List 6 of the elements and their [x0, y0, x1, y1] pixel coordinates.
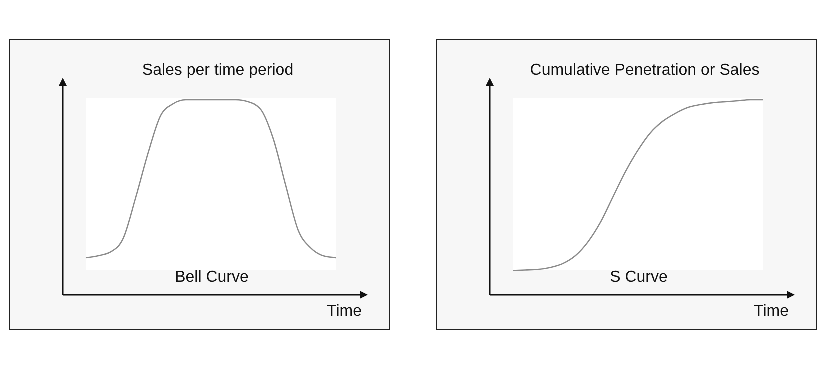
chart-title: Sales per time period [142, 62, 294, 79]
chart-title: Cumulative Penetration or Sales [530, 62, 760, 79]
annotation: Bell Curve [175, 269, 249, 286]
x-axis-title: Time [754, 303, 790, 320]
annotation: S Curve [610, 269, 668, 286]
x-axis-title: Time [327, 303, 362, 320]
